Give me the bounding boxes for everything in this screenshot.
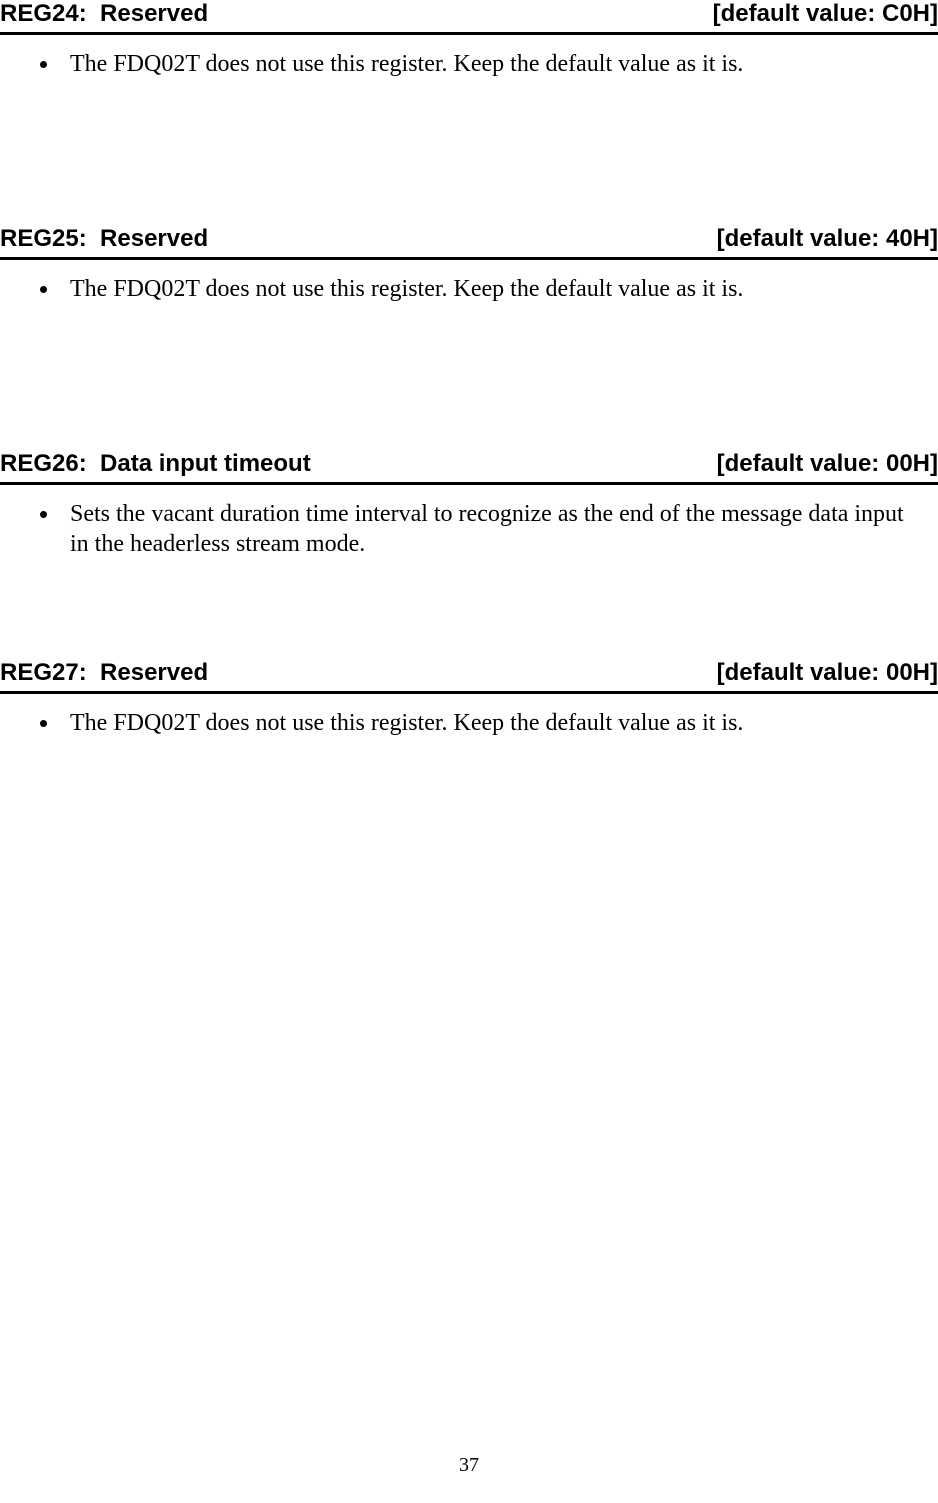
bullet-list: The FDQ02T does not use this register. K… bbox=[60, 708, 938, 738]
register-default-value: [default value: C0H] bbox=[713, 0, 938, 28]
page-content: REG24: Reserved [default value: C0H] The… bbox=[0, 0, 938, 738]
page-number: 37 bbox=[0, 1454, 938, 1477]
bullet-item: The FDQ02T does not use this register. K… bbox=[60, 708, 918, 738]
register-header: REG24: Reserved [default value: C0H] bbox=[0, 0, 938, 35]
register-section-reg25: REG25: Reserved [default value: 40H] The… bbox=[0, 225, 938, 304]
bullet-list: Sets the vacant duration time interval t… bbox=[60, 499, 938, 559]
register-section-reg27: REG27: Reserved [default value: 00H] The… bbox=[0, 659, 938, 738]
bullet-list: The FDQ02T does not use this register. K… bbox=[60, 274, 938, 304]
register-label: REG26: bbox=[0, 450, 87, 477]
register-section-reg24: REG24: Reserved [default value: C0H] The… bbox=[0, 0, 938, 79]
register-default-value: [default value: 40H] bbox=[717, 225, 938, 253]
register-section-reg26: REG26: Data input timeout [default value… bbox=[0, 450, 938, 559]
section-gap bbox=[0, 139, 938, 225]
bullet-item: The FDQ02T does not use this register. K… bbox=[60, 49, 918, 79]
register-header: REG25: Reserved [default value: 40H] bbox=[0, 225, 938, 260]
register-title-left: REG26: Data input timeout bbox=[0, 450, 311, 478]
register-label: REG24: bbox=[0, 0, 87, 27]
section-gap bbox=[0, 619, 938, 659]
register-title-left: REG27: Reserved bbox=[0, 659, 208, 687]
register-name: Reserved bbox=[100, 659, 208, 686]
register-header: REG26: Data input timeout [default value… bbox=[0, 450, 938, 485]
register-name: Reserved bbox=[100, 225, 208, 252]
document-page: REG24: Reserved [default value: C0H] The… bbox=[0, 0, 938, 1503]
register-label: REG25: bbox=[0, 225, 87, 252]
register-name: Data input timeout bbox=[100, 450, 311, 477]
bullet-list: The FDQ02T does not use this register. K… bbox=[60, 49, 938, 79]
register-name: Reserved bbox=[100, 0, 208, 27]
register-default-value: [default value: 00H] bbox=[717, 659, 938, 687]
register-default-value: [default value: 00H] bbox=[717, 450, 938, 478]
register-label: REG27: bbox=[0, 659, 87, 686]
bullet-item: The FDQ02T does not use this register. K… bbox=[60, 274, 918, 304]
section-gap bbox=[0, 364, 938, 450]
register-title-left: REG25: Reserved bbox=[0, 225, 208, 253]
bullet-item: Sets the vacant duration time interval t… bbox=[60, 499, 918, 559]
register-title-left: REG24: Reserved bbox=[0, 0, 208, 28]
register-header: REG27: Reserved [default value: 00H] bbox=[0, 659, 938, 694]
